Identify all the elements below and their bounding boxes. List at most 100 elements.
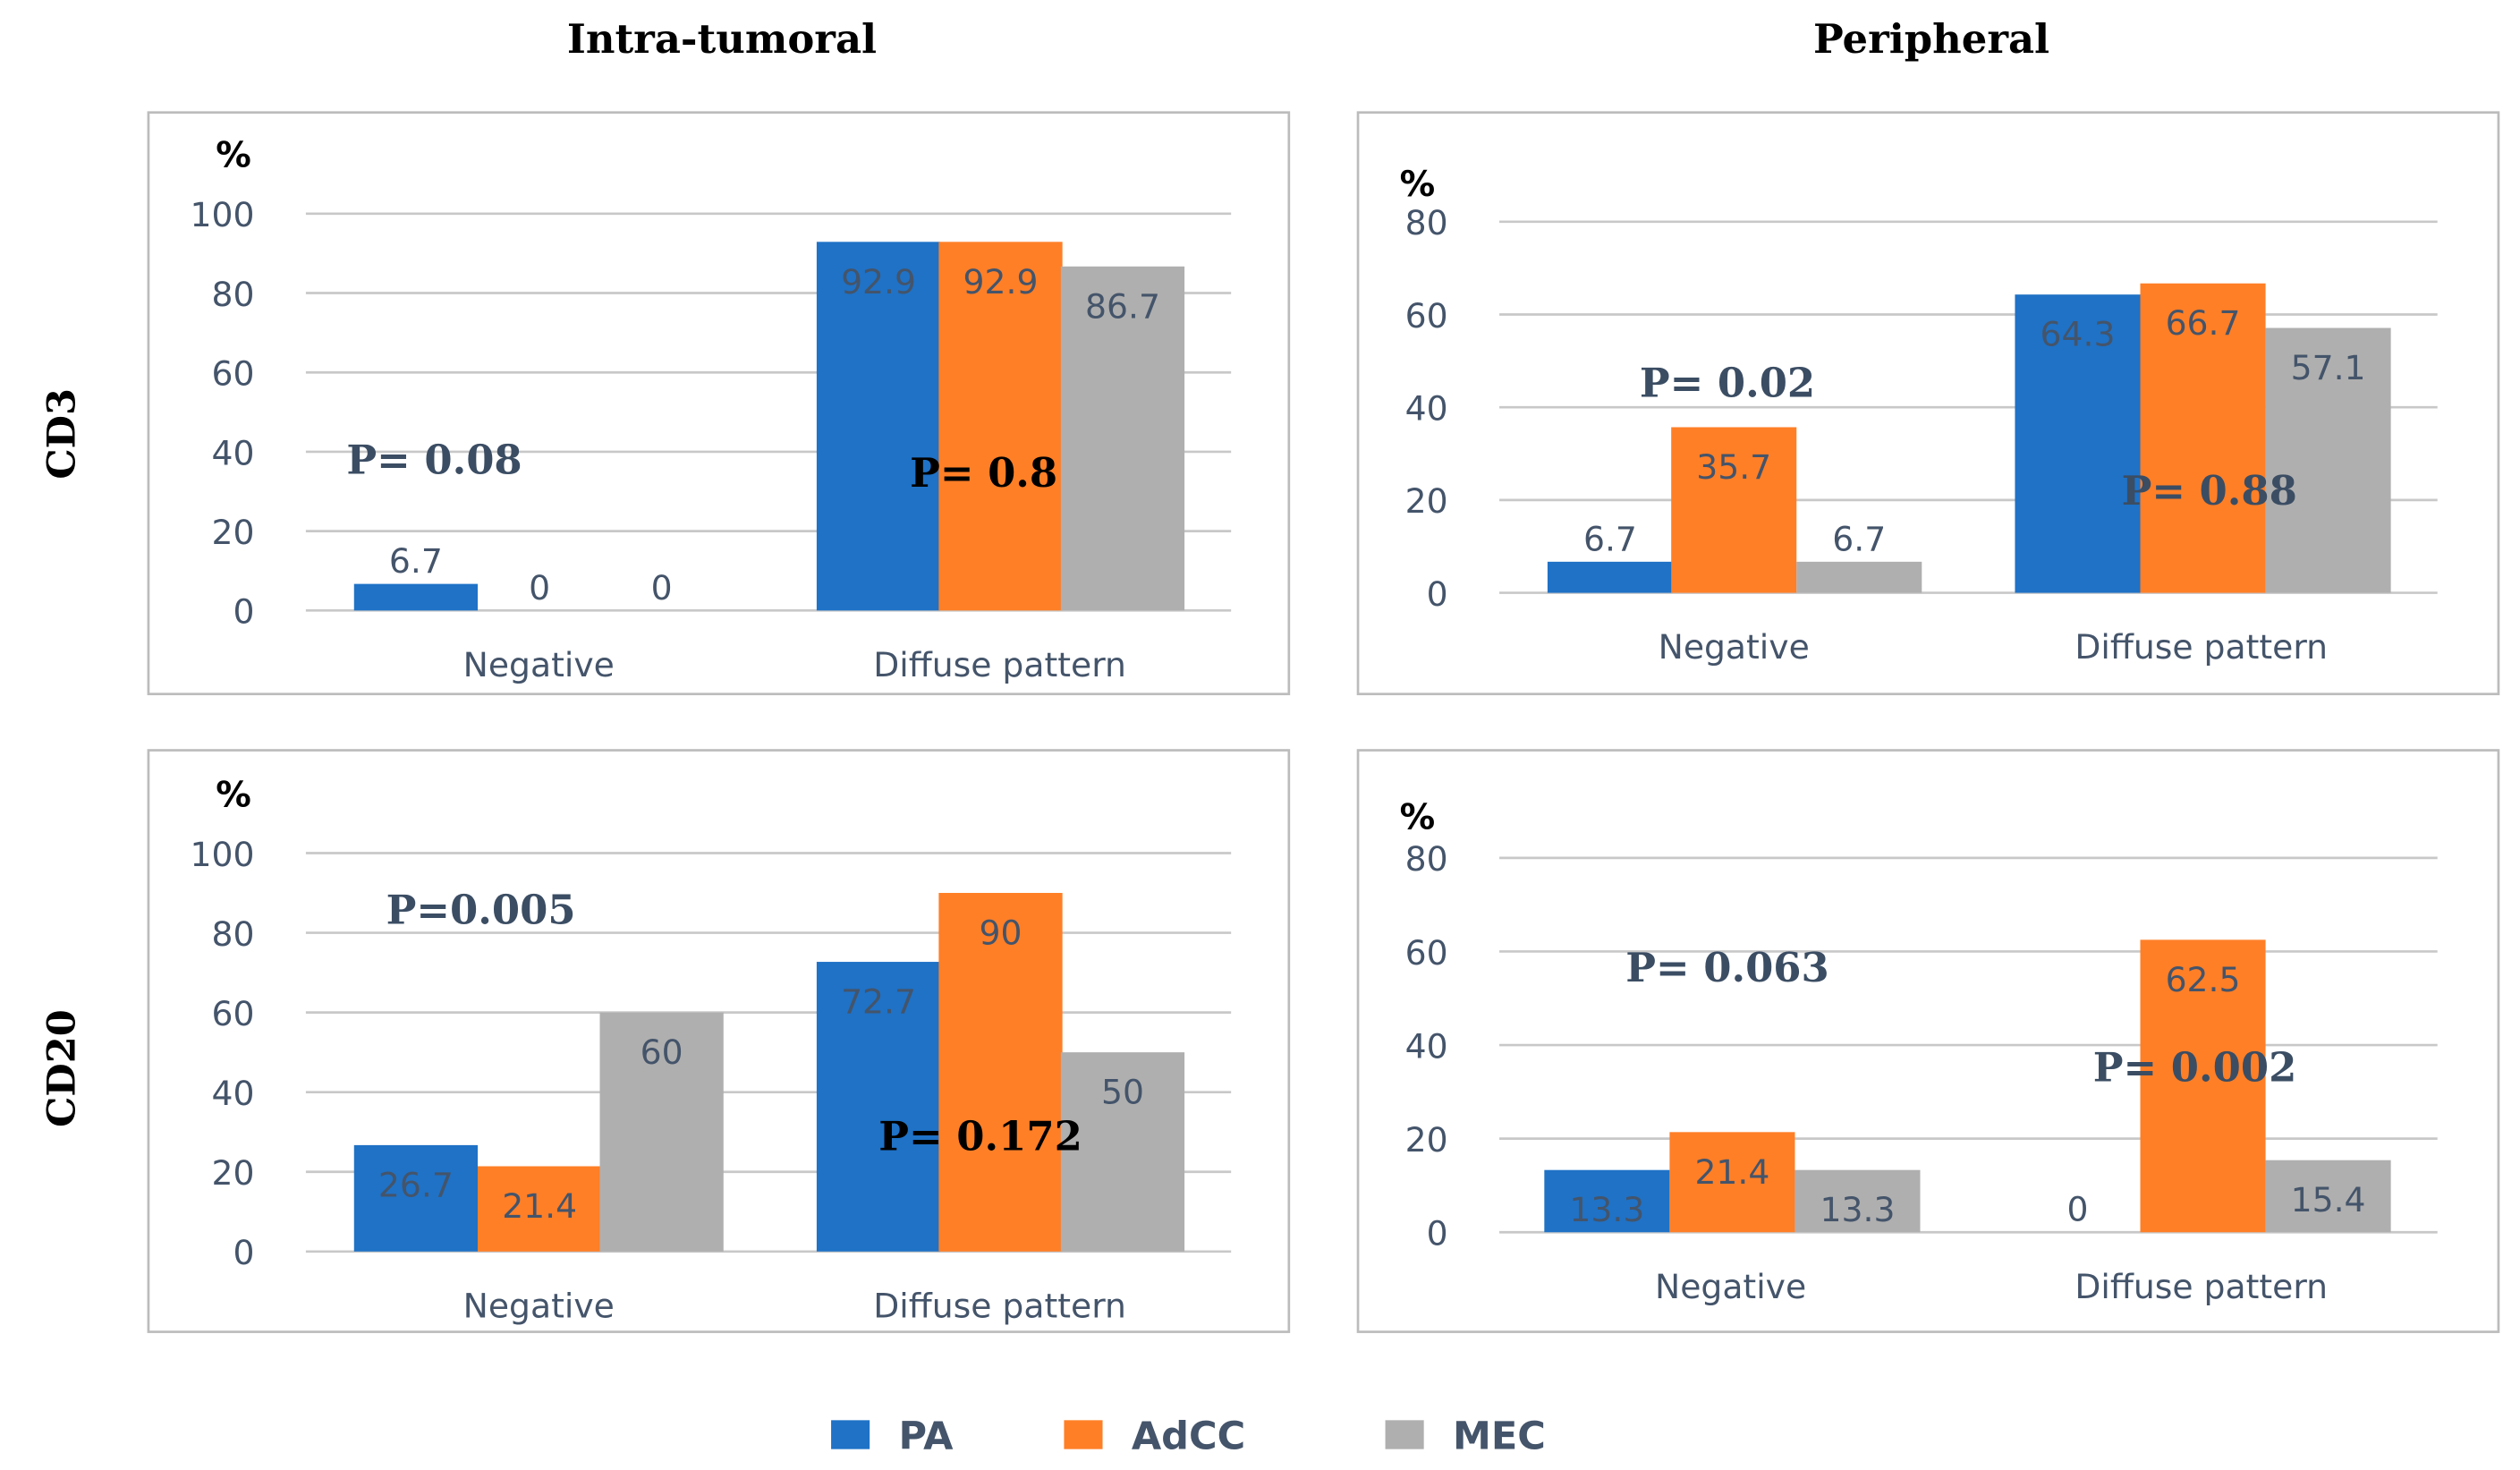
p-value-annotation: P= 0.02 — [1640, 360, 1815, 407]
bar-mec-negative — [1795, 1169, 1921, 1233]
data-label: 57.1 — [2291, 348, 2366, 387]
data-label: 15.4 — [2291, 1180, 2366, 1219]
x-tick-label: Negative — [1659, 627, 1810, 667]
chart-panel-3: % 0 20 40 60 80 100 26.7 72.7 21.4 90 60 50 Negative D… — [147, 749, 1291, 1333]
legend-swatch-pa — [831, 1420, 870, 1449]
bar-adcc-diffuse-pattern — [938, 893, 1063, 1252]
x-tick-label: Diffuse pattern — [2075, 627, 2328, 667]
legend-swatch-adcc — [1064, 1420, 1103, 1449]
p-value-annotation: P= 0.08 — [346, 437, 522, 484]
data-label: 21.4 — [1694, 1152, 1769, 1192]
chart-panel-4: % 0 20 40 60 80 13.3 0 21.4 62.5 13.3 15.4 Negative D… — [1356, 749, 2500, 1333]
p-value-annotation: P= 0.002 — [2093, 1043, 2296, 1091]
data-label: 50 — [1101, 1073, 1144, 1112]
y-tick-label: 60 — [211, 354, 254, 394]
bar-adcc-negative — [1669, 1132, 1795, 1233]
y-tick-label: 40 — [1405, 1026, 1448, 1066]
bar-pa-negative — [353, 583, 479, 611]
legend-label-pa: PA — [898, 1415, 954, 1459]
data-label: 6.7 — [1832, 519, 1886, 558]
data-label: 13.3 — [1569, 1190, 1644, 1229]
p-value-annotation: P= 0.8 — [910, 449, 1057, 497]
data-label: 21.4 — [502, 1186, 577, 1226]
x-tick-label: Negative — [1655, 1267, 1806, 1306]
bar-adcc-negative — [1671, 427, 1797, 593]
x-tick-label: Negative — [463, 1286, 615, 1325]
p-value-annotation: P=0.005 — [386, 886, 576, 933]
y-tick-label: 100 — [190, 835, 254, 874]
data-label: 66.7 — [2166, 303, 2241, 343]
x-tick-label: Diffuse pattern — [873, 645, 1126, 684]
column-title-peripheral: Peripheral — [1813, 15, 2049, 63]
y-tick-label: 20 — [1405, 1120, 1448, 1160]
data-label: 0 — [529, 568, 550, 608]
chart-panel-1: % 0 20 40 60 80 100 6.7 92.9 0 92.9 0 86.7 Negative Di… — [147, 111, 1291, 696]
y-tick-label: 40 — [211, 1074, 254, 1113]
p-value-annotation: P= 0.88 — [2122, 467, 2297, 514]
data-label: 0 — [651, 568, 673, 608]
legend-label-adcc: AdCC — [1132, 1415, 1245, 1459]
p-value-annotation: P= 0.172 — [878, 1113, 1082, 1160]
column-title-intra-tumoral: Intra-tumoral — [567, 15, 877, 63]
data-label: 26.7 — [378, 1165, 454, 1204]
legend-label-mec: MEC — [1453, 1415, 1546, 1459]
y-tick-label: 0 — [233, 1233, 254, 1272]
row-label-cd20: CD20 — [39, 1009, 84, 1127]
data-label: 6.7 — [1583, 519, 1637, 558]
bar-pa-diffuse-pattern — [816, 242, 941, 611]
data-label: 92.9 — [963, 262, 1039, 302]
y-axis-label: % — [216, 135, 251, 176]
y-tick-label: 20 — [1405, 481, 1448, 521]
x-tick-label: Negative — [463, 645, 615, 684]
bar-mec-diffuse-pattern — [2265, 1160, 2391, 1233]
y-tick-label: 20 — [211, 513, 254, 552]
y-axis-label: % — [1400, 164, 1436, 205]
y-tick-label: 0 — [233, 592, 254, 632]
x-tick-label: Diffuse pattern — [873, 1286, 1126, 1325]
y-tick-label: 80 — [211, 914, 254, 954]
y-tick-label: 0 — [1427, 574, 1448, 614]
data-label: 86.7 — [1085, 286, 1160, 326]
y-tick-label: 60 — [211, 994, 254, 1033]
p-value-annotation: P= 0.063 — [1625, 944, 1829, 991]
y-tick-label: 80 — [211, 275, 254, 314]
data-label: 72.7 — [841, 982, 916, 1022]
y-tick-label: 80 — [1405, 839, 1448, 879]
y-tick-label: 20 — [211, 1153, 254, 1193]
bar-adcc-diffuse-pattern — [2140, 283, 2266, 593]
bar-adcc-negative — [478, 1166, 602, 1252]
bar-pa-negative — [353, 1144, 479, 1252]
data-label: 35.7 — [1696, 447, 1771, 487]
data-label: 0 — [2066, 1190, 2088, 1229]
bar-pa-diffuse-pattern — [2015, 294, 2141, 593]
y-tick-label: 40 — [211, 433, 254, 472]
y-tick-label: 0 — [1427, 1214, 1448, 1253]
chart-frame — [1356, 749, 2500, 1333]
bar-adcc-diffuse-pattern — [938, 242, 1063, 611]
bar-pa-negative — [1544, 1169, 1670, 1233]
bar-pa-negative — [1547, 561, 1673, 593]
y-tick-label: 100 — [190, 195, 254, 234]
bar-mec-diffuse-pattern — [1060, 266, 1185, 611]
bar-mec-diffuse-pattern — [2265, 327, 2391, 593]
data-label: 92.9 — [841, 262, 916, 302]
data-label: 62.5 — [2166, 960, 2241, 999]
bar-mec-diffuse-pattern — [1060, 1052, 1185, 1252]
x-tick-label: Diffuse pattern — [2075, 1267, 2328, 1306]
bar-mec-negative — [1796, 561, 1922, 593]
legend: PA AdCC MEC — [831, 1415, 1546, 1459]
chart-panel-2: % 0 20 40 60 80 6.7 64.3 35.7 66.7 6.7 57.1 Negative… — [1356, 111, 2500, 696]
y-axis-label: % — [216, 774, 251, 815]
data-label: 90 — [980, 913, 1022, 952]
row-label-cd3: CD3 — [39, 388, 84, 480]
y-tick-label: 60 — [1405, 933, 1448, 973]
y-tick-label: 40 — [1405, 389, 1448, 429]
data-label: 6.7 — [389, 541, 443, 581]
data-label: 13.3 — [1820, 1190, 1896, 1229]
bar-pa-diffuse-pattern — [816, 962, 941, 1252]
data-label: 64.3 — [2041, 315, 2116, 354]
bar-adcc-diffuse-pattern — [2140, 939, 2266, 1233]
y-tick-label: 60 — [1405, 296, 1448, 336]
legend-swatch-mec — [1385, 1420, 1424, 1449]
